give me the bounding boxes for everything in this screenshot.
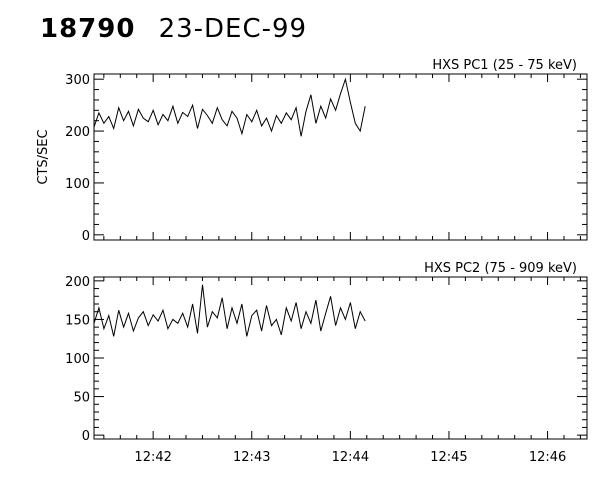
panel-pc1: 0 100 200 300 HXS PC1 (25 - 75 keV) CTS/SEC	[36, 58, 588, 244]
panel-title: HXS PC1 (25 - 75 keV)	[432, 58, 577, 73]
y-tick-label: 0	[82, 229, 90, 244]
x-tick-label: 12:42	[134, 450, 171, 465]
series-line	[93, 284, 366, 337]
y-tick-label: 100	[65, 177, 90, 192]
event-date: 23-DEC-99	[158, 14, 308, 44]
panel-pc2: 12:42 12:43 12:44 12:45 12:46 0 50 100 150 200 HXS…	[65, 261, 588, 465]
y-tick-label: 100	[65, 352, 90, 367]
y-axis-label: CTS/SEC	[36, 129, 51, 184]
panel-title: HXS PC2 (75 - 909 keV)	[424, 261, 577, 276]
figure-header: 18790 23-DEC-99	[40, 14, 307, 44]
x-tick-label: 12:45	[430, 450, 467, 465]
y-tick-label: 200	[65, 275, 90, 290]
y-tick-label: 0	[82, 429, 90, 444]
series-line	[93, 77, 366, 137]
x-tick-label: 12:43	[233, 450, 270, 465]
y-tick-label: 150	[65, 313, 90, 328]
y-tick-label: 50	[73, 391, 90, 406]
event-id: 18790	[40, 14, 136, 44]
plot-frame	[93, 73, 588, 241]
plot-frame	[93, 276, 588, 440]
y-tick-label: 300	[65, 73, 90, 88]
x-tick-label: 12:44	[332, 450, 369, 465]
y-tick-label: 200	[65, 125, 90, 140]
x-tick-label: 12:46	[529, 450, 566, 465]
